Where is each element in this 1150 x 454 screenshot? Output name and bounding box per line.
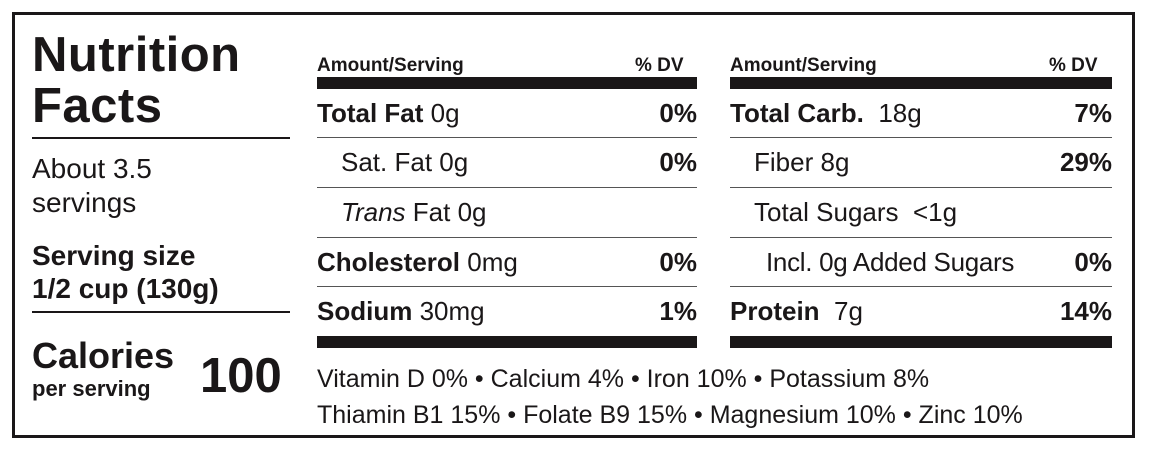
divider (32, 137, 290, 139)
nutrient-name: Fiber (754, 147, 814, 177)
nutrient-row-total-sugars: Total Sugars <1g (730, 188, 1112, 237)
thick-rule (730, 77, 1112, 89)
nutrient-amount: 0g (430, 98, 460, 128)
nutrient-amount: 0g (439, 147, 469, 177)
calories-sub-label: per serving (32, 376, 151, 401)
row-divider (730, 286, 1112, 287)
nutrient-dv: 1% (659, 296, 697, 326)
nutrient-dv: 29% (1059, 147, 1112, 177)
row-divider (317, 187, 697, 188)
row-divider (730, 137, 1112, 138)
left-header-dv: % DV (635, 55, 684, 76)
thick-rule (317, 336, 697, 348)
nutrient-name: Protein (730, 296, 820, 326)
serving-size-value: 1/2 cup (130g) (32, 273, 219, 304)
nutrient-amount: 7g (834, 296, 863, 326)
servings-per-container: About 3.5 servings (32, 152, 282, 220)
vitamins-line-2: Thiamin B1 15% • Folate B9 15% • Magnesi… (317, 401, 1023, 429)
nutrient-name: Sat. Fat (341, 147, 433, 177)
nutrient-amount: 0mg (467, 247, 518, 277)
serving-size: Serving size 1/2 cup (130g) (32, 239, 219, 305)
nutrient-row-protein: Protein 7g 14% (730, 287, 1112, 336)
calories-value: 100 (200, 349, 282, 403)
nutrient-row-trans-fat: Trans Fat 0g (317, 188, 697, 237)
calories-label: Calories (32, 335, 175, 376)
nutrient-row-fiber: Fiber 8g 29% (730, 138, 1112, 187)
nutrient-dv: 0% (1074, 247, 1112, 277)
row-divider (317, 237, 697, 238)
row-divider (317, 286, 697, 287)
servings-line-1: About 3.5 (32, 153, 152, 184)
nutrient-amount: 30mg (419, 296, 485, 326)
left-header-amount: Amount/Serving (317, 55, 464, 76)
nutrient-dv: 0% (659, 147, 697, 177)
nutrient-name: Total Fat (317, 98, 424, 128)
nutrient-name-rest: Fat (412, 197, 451, 227)
row-divider (317, 137, 697, 138)
nutrient-row-added-sugars: Incl. 0g Added Sugars 0% (730, 238, 1112, 287)
nutrient-row-sat-fat: Sat. Fat 0g 0% (317, 138, 697, 187)
thick-rule (317, 77, 697, 89)
nutrient-name: Cholesterol (317, 247, 461, 277)
nutrient-name: Total Sugars (754, 197, 899, 227)
nutrient-row-total-carb: Total Carb. 18g 7% (730, 89, 1112, 138)
nutrient-amount: 0g (457, 197, 487, 227)
nutrient-name: Total Carb. (730, 98, 864, 128)
nutrient-amount: 8g (820, 147, 850, 177)
nutrient-dv: 7% (1074, 98, 1112, 128)
nutrient-amount: 18g (878, 98, 922, 128)
nutrient-dv: 14% (1059, 296, 1112, 326)
row-divider (730, 187, 1112, 188)
nutrient-row-cholesterol: Cholesterol 0mg 0% (317, 238, 697, 287)
nutrient-name: Trans (341, 197, 406, 227)
nutrient-row-sodium: Sodium 30mg 1% (317, 287, 697, 336)
vitamins-line-1: Vitamin D 0% • Calcium 4% • Iron 10% • P… (317, 365, 930, 393)
thick-rule (730, 336, 1112, 348)
nutrient-row-total-fat: Total Fat 0g 0% (317, 89, 697, 138)
nutrient-dv: 0% (659, 247, 697, 277)
row-divider (730, 237, 1112, 238)
divider (32, 311, 290, 313)
nutrition-label: Nutrition Facts About 3.5 servings Servi… (12, 12, 1135, 438)
right-header-dv: % DV (1049, 55, 1098, 76)
nutrient-dv: 0% (659, 98, 697, 128)
serving-size-label: Serving size (32, 240, 196, 271)
title-line-1: Nutrition (32, 28, 241, 82)
servings-line-2: servings (32, 187, 137, 218)
nutrient-name: Incl. 0g Added Sugars (766, 247, 1015, 277)
right-header-amount: Amount/Serving (730, 55, 877, 76)
title-line-2: Facts (32, 79, 163, 133)
label-title: Nutrition Facts (32, 30, 241, 132)
nutrient-amount: <1g (912, 197, 958, 227)
nutrient-name: Sodium (317, 296, 413, 326)
